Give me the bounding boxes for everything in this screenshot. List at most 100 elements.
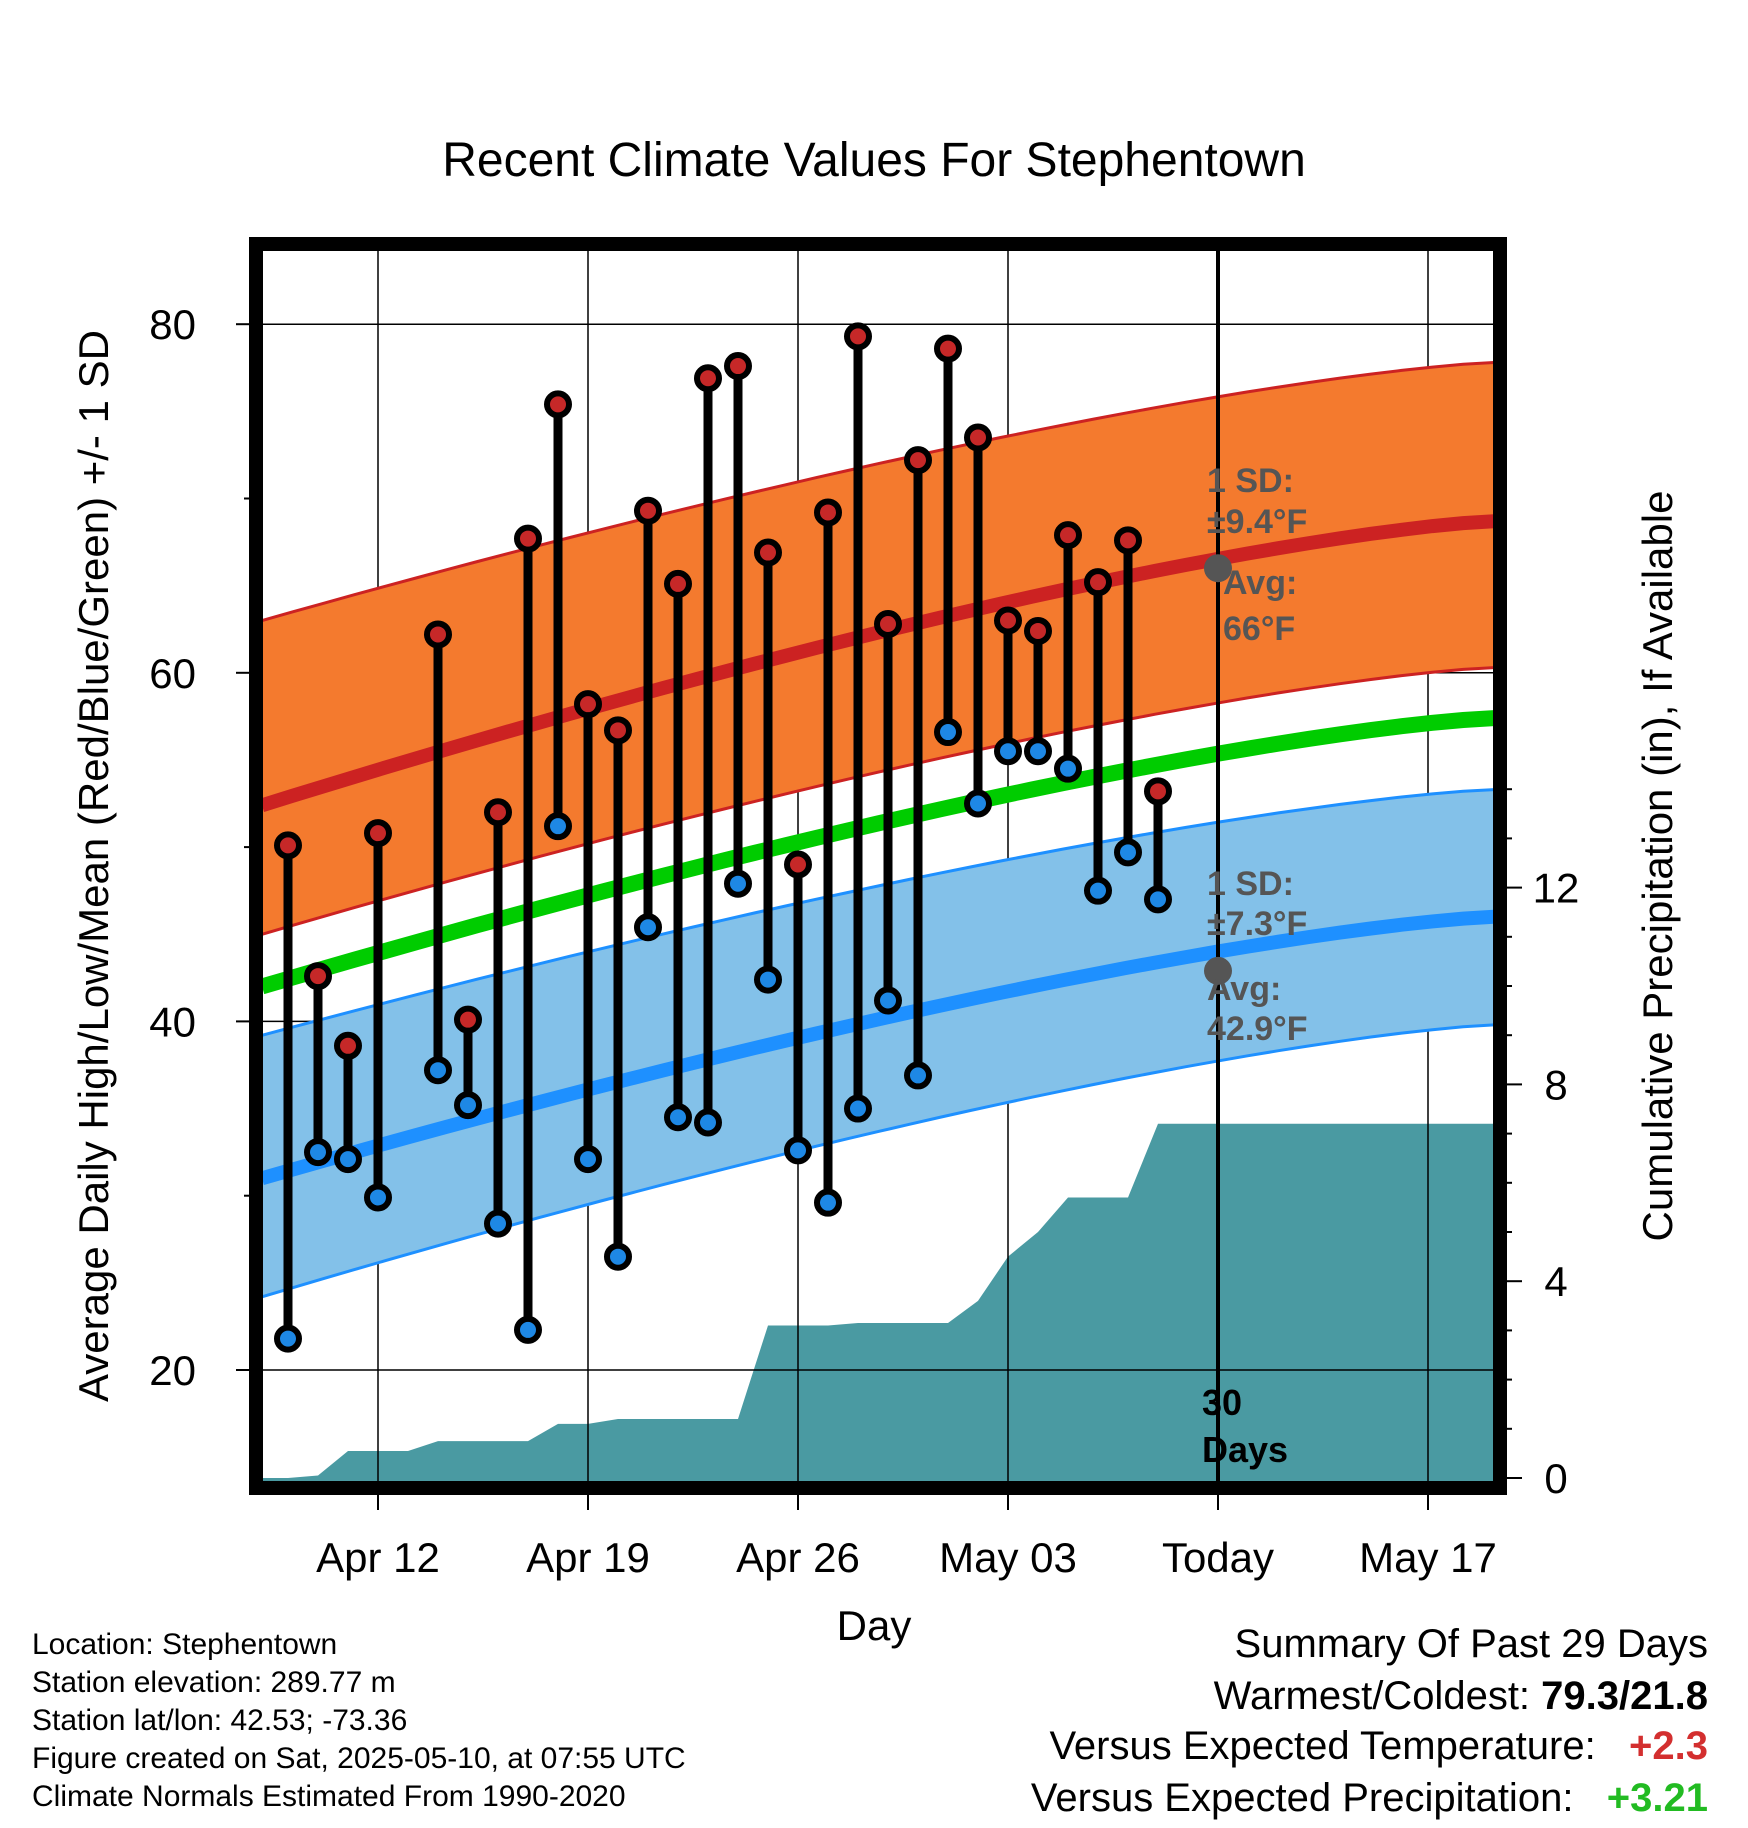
created-text: Figure created on Sat, 2025-05-10, at 07… [32, 1742, 686, 1775]
obs-low-point-16 [754, 965, 782, 994]
low-sd-label: 1 SD: [1207, 865, 1294, 903]
obs-low-point-20 [874, 986, 902, 1015]
x-tick-label-4: Today [1162, 1534, 1274, 1581]
precip-value: +3.21 [1606, 1776, 1708, 1820]
obs-high-point-12 [634, 496, 662, 525]
obs-low-point-25 [1024, 737, 1052, 766]
today-days-word: Days [1202, 1429, 1288, 1470]
obs-high-point-13 [664, 569, 692, 598]
obs-high-point-6 [454, 1005, 482, 1034]
obs-low-point-9 [544, 812, 572, 841]
obs-high-point-27 [1084, 568, 1112, 597]
obs-high-point-7 [484, 798, 512, 827]
temp-label: Versus Expected Temperature: [1049, 1724, 1596, 1768]
obs-high-point-26 [1054, 521, 1082, 550]
high-band-lower-edge [262, 666, 1494, 936]
today-days-number: 30 [1202, 1382, 1242, 1423]
obs-low-point-3 [364, 1183, 392, 1212]
obs-low-point-1 [304, 1138, 332, 1167]
observations [274, 322, 1172, 1353]
today-line [1204, 250, 1232, 1482]
obs-low-point-23 [964, 789, 992, 818]
obs-high-point-28 [1114, 526, 1142, 555]
low-avg-label: Avg: [1207, 970, 1281, 1008]
normal-bands [262, 361, 1494, 1299]
station-metadata: Location: Stephentown Station elevation:… [32, 1626, 686, 1816]
obs-low-point-7 [484, 1209, 512, 1238]
x-tick-label-3: May 03 [939, 1534, 1077, 1581]
obs-high-point-23 [964, 423, 992, 452]
obs-low-point-8 [514, 1315, 542, 1344]
x-tick-label-2: Apr 26 [736, 1534, 860, 1581]
obs-low-point-15 [724, 869, 752, 898]
normals-text: Climate Normals Estimated From 1990-2020 [32, 1780, 626, 1813]
low-band-upper-edge [262, 788, 1494, 1037]
summary-temp: Versus Expected Temperature: +2.3 [1049, 1724, 1708, 1769]
obs-high-point-1 [304, 962, 332, 991]
normal-low-line [262, 909, 1494, 1186]
y2-tick-label-0: 0 [1544, 1455, 1567, 1502]
obs-low-point-24 [994, 737, 1022, 766]
y2-axis-label: Cumulative Precipitation (in), If Availa… [1634, 491, 1681, 1242]
obs-high-point-5 [424, 620, 452, 649]
obs-high-point-19 [844, 322, 872, 351]
y-tick-label-60: 60 [149, 650, 196, 697]
obs-high-point-24 [994, 606, 1022, 635]
y-tick-label-80: 80 [149, 301, 196, 348]
low-annotation: 1 SD: ±7.3°F Avg: 42.9°F [1207, 865, 1308, 1048]
obs-high-point-0 [274, 831, 302, 860]
summary-precip: Versus Expected Precipitation: +3.21 [1031, 1776, 1708, 1821]
obs-high-point-20 [874, 609, 902, 638]
y2-tick-label-8: 8 [1544, 1061, 1567, 1108]
obs-low-point-19 [844, 1094, 872, 1123]
obs-low-point-6 [454, 1091, 482, 1120]
obs-low-point-0 [274, 1324, 302, 1353]
high-band-upper-edge [262, 361, 1494, 622]
y-tick-label-20: 20 [149, 1347, 196, 1394]
precip-label: Versus Expected Precipitation: [1030, 1776, 1574, 1820]
obs-high-point-17 [784, 850, 812, 879]
obs-low-point-28 [1114, 838, 1142, 867]
today-annotation: 30 Days [1202, 1382, 1288, 1470]
high-annotation: 1 SD: ±9.4°F Avg: 66°F [1207, 462, 1307, 648]
obs-low-point-11 [604, 1242, 632, 1271]
obs-low-point-26 [1054, 754, 1082, 783]
precipitation-layer [262, 1123, 1494, 1482]
obs-high-point-21 [904, 446, 932, 475]
obs-high-point-3 [364, 819, 392, 848]
warm-cold-value: 79.3/21.8 [1541, 1674, 1708, 1718]
low-avg-value: 42.9°F [1207, 1010, 1308, 1048]
high-sd-value: ±9.4°F [1207, 503, 1307, 541]
obs-low-point-17 [784, 1136, 812, 1165]
chart-title: Recent Climate Values For Stephentown [442, 134, 1306, 187]
obs-low-point-22 [934, 718, 962, 747]
today-high-avg-marker [1204, 554, 1232, 583]
latlon-text: Station lat/lon: 42.53; -73.36 [32, 1704, 408, 1737]
x-tick-label-5: May 17 [1359, 1534, 1497, 1581]
y2-tick-label-4: 4 [1544, 1258, 1567, 1305]
warm-cold-label: Warmest/Coldest: [1213, 1674, 1531, 1718]
x-axis-label: Day [837, 1602, 912, 1649]
low-sd-value: ±7.3°F [1207, 905, 1307, 943]
obs-high-point-2 [334, 1031, 362, 1060]
high-sd-band [262, 362, 1494, 935]
low-band-lower-edge [262, 1023, 1494, 1299]
plot-area [262, 250, 1494, 1482]
high-avg-label: Avg: [1223, 564, 1297, 602]
obs-high-point-14 [694, 364, 722, 393]
precipitation-area [262, 1123, 1494, 1482]
y2-tick-label-12: 12 [1533, 865, 1580, 912]
obs-low-point-18 [814, 1188, 842, 1217]
obs-high-point-15 [724, 352, 752, 381]
today-low-avg-marker [1204, 956, 1232, 985]
high-sd-label: 1 SD: [1207, 462, 1294, 500]
obs-low-point-12 [634, 913, 662, 942]
obs-high-point-18 [814, 498, 842, 527]
axes: 20 40 60 80 0 4 8 12 Apr 12 Apr 19 Apr 26 May 03 Tod… [149, 301, 1579, 1581]
obs-high-point-10 [574, 690, 602, 719]
obs-high-point-9 [544, 390, 572, 419]
obs-low-point-5 [424, 1056, 452, 1085]
obs-low-point-2 [334, 1145, 362, 1174]
low-sd-band [262, 789, 1494, 1297]
temp-value: +2.3 [1629, 1724, 1708, 1768]
